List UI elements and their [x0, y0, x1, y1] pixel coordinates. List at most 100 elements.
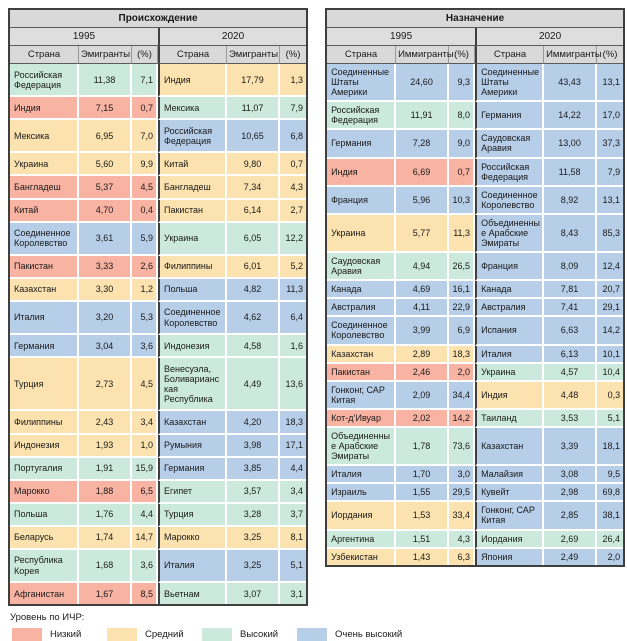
- cell-country: Египет: [158, 480, 227, 504]
- cell-country: Индонезия: [10, 434, 79, 458]
- col-header-emigrants: Эмигранты: [227, 46, 280, 64]
- cell-country: Индия: [475, 381, 545, 410]
- legend-item-low: Низкий: [12, 628, 107, 641]
- cell-country: Италия: [327, 466, 397, 485]
- col-header-immigrants: Иммигранты: [396, 46, 454, 64]
- cell-country: Украина: [10, 153, 79, 177]
- table-row: Беларусь 1,74 14,7 Марокко 3,25 8,1: [10, 526, 307, 550]
- cell-pct: 18,3: [280, 411, 307, 435]
- destination-year-2020: 2020: [475, 28, 624, 46]
- cell-pct: 9,5: [597, 466, 624, 485]
- cell-country: Гонконг, САР Китая: [327, 381, 397, 410]
- cell-country: Соединенное Королевство: [475, 186, 545, 215]
- cell-value: 1,43: [396, 548, 450, 565]
- cell-value: 10,65: [227, 120, 280, 154]
- cell-country: Канада: [327, 281, 397, 300]
- cell-pct: 12,2: [280, 222, 307, 256]
- cell-value: 6,63: [544, 317, 598, 346]
- cell-pct: 2,0: [449, 363, 476, 382]
- legend-item-medium: Средний: [107, 628, 202, 641]
- cell-country: Гонконг, САР Китая: [475, 502, 545, 531]
- cell-value: 43,43: [544, 64, 598, 103]
- cell-pct: 3,1: [280, 583, 307, 605]
- cell-pct: 7,9: [597, 158, 624, 187]
- cell-value: 5,37: [79, 176, 132, 200]
- cell-pct: 18,3: [449, 345, 476, 364]
- cell-pct: 38,1: [597, 502, 624, 531]
- cell-pct: 18,1: [597, 427, 624, 467]
- cell-country: Израиль: [327, 484, 397, 503]
- cell-pct: 0,3: [597, 381, 624, 410]
- table-row: Италия 3,20 5,3 Соединенное Королевство 4,62…: [10, 301, 307, 336]
- cell-country: Казахстан: [475, 427, 545, 467]
- legend-item-very_high: Очень высокий: [297, 628, 402, 641]
- cell-country: Австралия: [475, 299, 545, 318]
- cell-value: 3,07: [227, 583, 280, 605]
- table-row: Соединенные Штаты Америки 24,60 9,3 Соедине…: [327, 64, 624, 103]
- cell-country: Китай: [158, 153, 227, 177]
- cell-value: 4,58: [227, 335, 280, 359]
- table-row: Бангладеш 5,37 4,5 Бангладеш 7,34 4,3: [10, 176, 307, 200]
- table-row: Индия 7,15 0,7 Мексика 11,07 7,9: [10, 97, 307, 121]
- table-row: Казахстан 3,30 1,2 Польша 4,82 11,3: [10, 278, 307, 302]
- table-row: Украина 5,60 9,9 Китай 9,80 0,7: [10, 153, 307, 177]
- cell-value: 24,60: [396, 64, 450, 103]
- cell-country: Кот-д’Ивуар: [327, 409, 397, 428]
- cell-country: Филиппины: [10, 411, 79, 435]
- col-header-pct: (%): [597, 46, 624, 64]
- cell-value: 4,94: [396, 253, 450, 282]
- cell-pct: 10,3: [449, 186, 476, 215]
- cell-pct: 11,3: [449, 214, 476, 254]
- cell-value: 2,98: [544, 484, 598, 503]
- cell-pct: 0,7: [132, 97, 158, 121]
- cell-pct: 0,7: [280, 153, 307, 177]
- cell-pct: 4,3: [449, 530, 476, 549]
- table-row: Турция 2,73 4,5 Венесуэла, Боливарианская Р…: [10, 358, 307, 412]
- origin-table-title: Происхождение: [10, 10, 307, 28]
- cell-country: Таиланд: [475, 409, 545, 428]
- cell-pct: 4,3: [280, 176, 307, 200]
- cell-pct: 3,6: [132, 549, 158, 584]
- table-row: Австралия 4,11 22,9 Австралия 7,41 29,1: [327, 299, 624, 318]
- cell-value: 3,08: [544, 466, 598, 485]
- cell-pct: 4,4: [280, 457, 307, 481]
- cell-pct: 4,5: [132, 358, 158, 412]
- table-row: Афганистан 1,67 8,5 Вьетнам 3,07 3,1: [10, 583, 307, 605]
- cell-pct: 15,9: [132, 457, 158, 481]
- origin-table: Происхождение 1995 2020 Страна Эмигранты…: [8, 8, 309, 607]
- cell-country: Германия: [475, 102, 545, 131]
- cell-value: 3,20: [79, 301, 132, 336]
- table-row: Индия 6,69 0,7 Российская Федерация 11,58 7,9: [327, 158, 624, 187]
- col-header-immigrants: Иммигранты: [544, 46, 602, 64]
- table-row: Соединенное Королевство 3,99 6,9 Испания 6,6…: [327, 317, 624, 346]
- cell-value: 3,39: [544, 427, 598, 467]
- table-row: Пакистан 2,46 2,0 Украина 4,57 10,4: [327, 363, 624, 382]
- destination-table-title: Назначение: [327, 10, 624, 28]
- cell-country: Объединенные Арабские Эмираты: [327, 427, 397, 467]
- cell-value: 6,05: [227, 222, 280, 256]
- cell-value: 9,80: [227, 153, 280, 177]
- cell-pct: 13,6: [280, 358, 307, 412]
- table-row: Италия 1,70 3,0 Малайзия 3,08 9,5: [327, 466, 624, 485]
- cell-value: 2,09: [396, 381, 450, 410]
- cell-pct: 69,8: [597, 484, 624, 503]
- legend-swatch-very_high: [297, 628, 327, 641]
- table-row: Израиль 1,55 29,5 Кувейт 2,98 69,8: [327, 484, 624, 503]
- table-row: Франция 5,96 10,3 Соединенное Королевство 8,…: [327, 186, 624, 215]
- cell-value: 11,58: [544, 158, 598, 187]
- cell-country: Беларусь: [10, 526, 79, 550]
- cell-pct: 17,0: [597, 102, 624, 131]
- cell-value: 3,85: [227, 457, 280, 481]
- cell-pct: 2,7: [280, 199, 307, 223]
- cell-country: Индия: [327, 158, 397, 187]
- cell-value: 1,74: [79, 526, 132, 550]
- cell-country: Италия: [10, 301, 79, 336]
- cell-pct: 6,8: [280, 120, 307, 154]
- cell-pct: 8,5: [132, 583, 158, 605]
- cell-value: 4,11: [396, 299, 450, 318]
- cell-pct: 6,9: [449, 317, 476, 346]
- table-row: Индонезия 1,93 1,0 Румыния 3,98 17,1: [10, 434, 307, 458]
- origin-year-2020: 2020: [158, 28, 307, 46]
- cell-country: Мексика: [158, 97, 227, 121]
- cell-value: 17,79: [227, 64, 280, 98]
